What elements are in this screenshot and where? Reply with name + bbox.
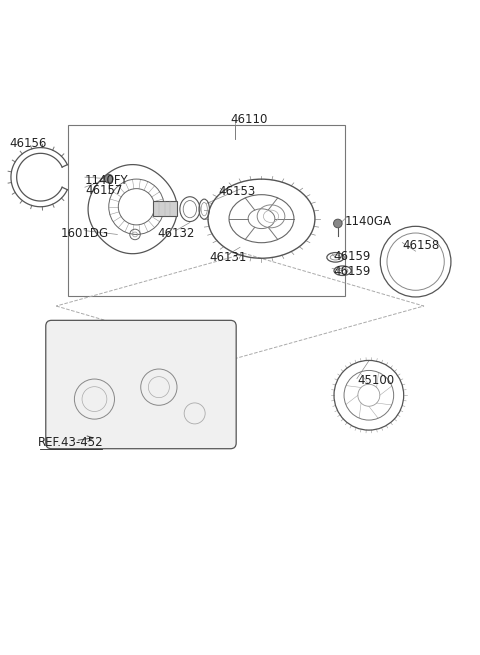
Text: 45100: 45100 — [357, 375, 394, 388]
FancyBboxPatch shape — [46, 320, 236, 449]
Circle shape — [334, 219, 342, 228]
Text: 46158: 46158 — [402, 239, 440, 252]
Text: 46159: 46159 — [333, 250, 371, 263]
Text: 46157: 46157 — [85, 184, 122, 197]
Text: 46131: 46131 — [209, 251, 247, 264]
Text: 46132: 46132 — [157, 227, 194, 240]
Text: 1140FY: 1140FY — [85, 174, 129, 187]
Text: 46159: 46159 — [333, 265, 371, 278]
Text: 1601DG: 1601DG — [61, 227, 109, 240]
Bar — [153, 200, 177, 216]
Text: 46153: 46153 — [218, 185, 256, 198]
Bar — [68, 124, 345, 297]
Text: 1140GA: 1140GA — [345, 215, 392, 228]
Text: 46110: 46110 — [231, 113, 268, 126]
Circle shape — [105, 174, 113, 183]
Text: 46156: 46156 — [9, 138, 47, 150]
Text: REF.43-452: REF.43-452 — [38, 436, 103, 449]
